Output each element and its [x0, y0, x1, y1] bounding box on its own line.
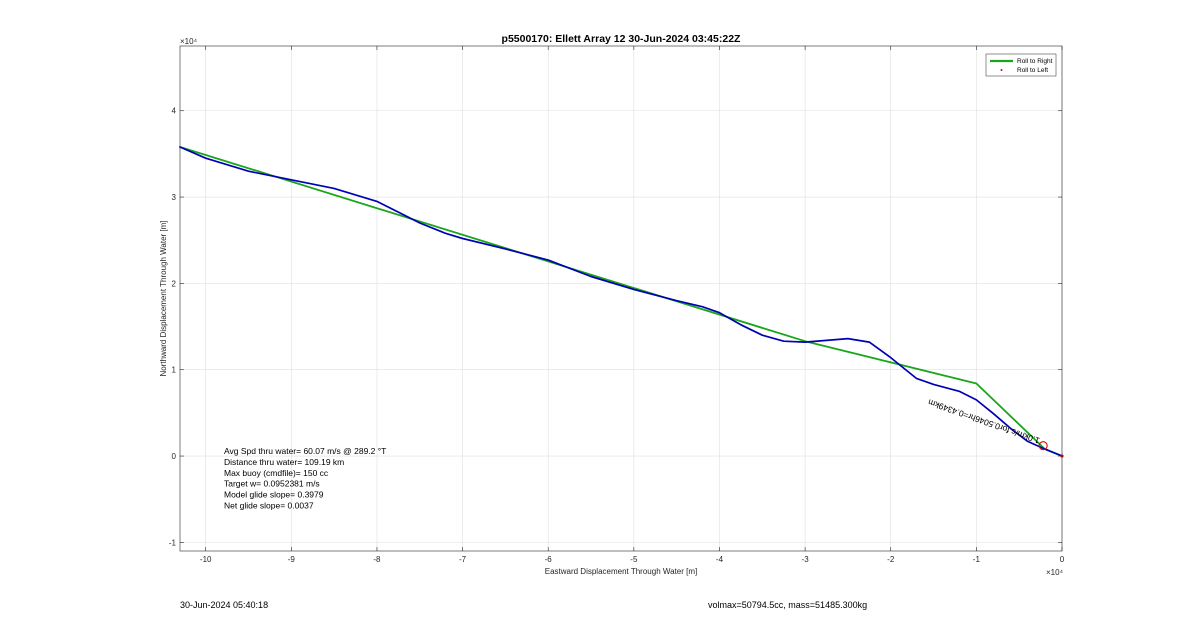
y-tick-label: 4 [172, 107, 177, 116]
legend-label-roll-right: Roll to Right [1017, 58, 1053, 65]
y-axis-label: Northward Displacement Through Water [m] [159, 220, 168, 376]
legend-label-roll-left: Roll to Left [1017, 67, 1048, 74]
plot-area [180, 46, 1062, 551]
footer-volmass: volmax=50794.5cc, mass=51485.300kg [708, 600, 868, 610]
x-tick-label: -5 [630, 555, 638, 564]
x-tick-label: -10 [200, 555, 212, 564]
series-group [179, 146, 1063, 457]
plot-frame [179, 45, 1063, 552]
x-tick-label: 0 [1060, 555, 1065, 564]
x-tick-label: -6 [545, 555, 553, 564]
series-line-roll-left [179, 146, 1063, 457]
stats-line: Max buoy (cmdfile)= 150 cc [224, 468, 329, 478]
legend-box [985, 53, 1057, 77]
x-axis-label: Eastward Displacement Through Water [m] [545, 567, 698, 576]
stats-line: Distance thru water= 109.19 km [224, 457, 344, 467]
axis-ticks [180, 46, 1063, 551]
y-tick-label: 2 [172, 279, 177, 288]
y-axis-exponent: ×10⁴ [180, 37, 198, 46]
y-tick-label: 1 [172, 366, 177, 375]
x-tick-label: -2 [887, 555, 895, 564]
x-axis-exponent: ×10⁴ [1046, 568, 1064, 577]
current-position-marker [1038, 441, 1048, 451]
x-tick-label: -8 [373, 555, 381, 564]
y-tick-label: -1 [169, 538, 177, 547]
stats-line: Avg Spd thru water= 60.07 m/s @ 289.2 °T [224, 446, 386, 456]
y-tick-label: 3 [172, 193, 177, 202]
x-tick-labels: -10 -9 -8 -7 -6 -5 -4 -3 -2 -1 0 [200, 555, 1065, 564]
x-tick-label: -7 [459, 555, 467, 564]
y-tick-labels: -1 0 1 2 3 4 [169, 107, 177, 548]
stats-line: Net glide slope= 0.0037 [224, 501, 314, 511]
stats-line: Model glide slope= 0.3979 [224, 490, 324, 500]
stats-block: Avg Spd thru water= 60.07 m/s @ 289.2 °T… [224, 446, 386, 511]
chart-title: p5500170: Ellett Array 12 30-Jun-2024 03… [502, 33, 741, 45]
x-tick-label: -4 [716, 555, 724, 564]
x-tick-label: -1 [973, 555, 981, 564]
x-tick-label: -9 [288, 555, 296, 564]
y-tick-label: 0 [172, 452, 177, 461]
legend-marker-roll-left [1000, 69, 1003, 71]
legend[interactable]: Roll to Right Roll to Left [985, 53, 1057, 77]
footer-timestamp: 30-Jun-2024 05:40:18 [180, 600, 269, 610]
x-tick-label: -3 [802, 555, 810, 564]
stats-line: Target w= 0.0952381 m/s [224, 479, 320, 489]
